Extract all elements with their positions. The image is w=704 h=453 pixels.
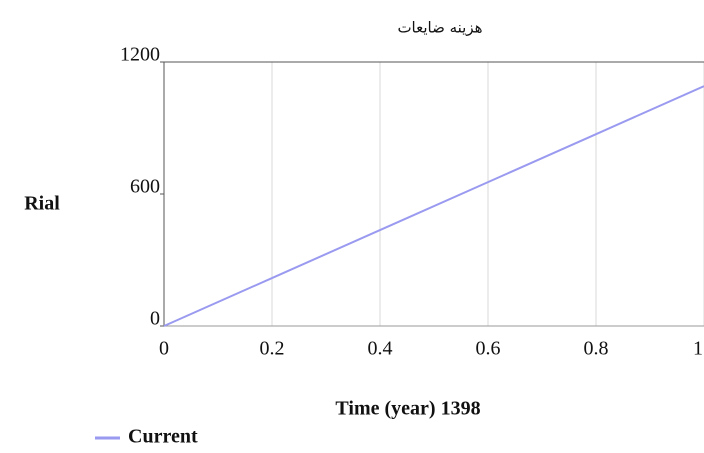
x-tick-label: 0.4	[368, 338, 393, 360]
x-tick-label: 0	[159, 338, 169, 360]
x-axis-label: Time (year) 1398	[335, 398, 480, 420]
y-tick-label: 0	[150, 308, 160, 330]
x-tick-label: 0.2	[260, 338, 285, 360]
x-tick-label: 0.8	[584, 338, 609, 360]
x-tick-label: 0.6	[476, 338, 501, 360]
x-tick-label: 1	[693, 338, 703, 360]
chart-title: هزینه ضایعات	[397, 19, 482, 37]
y-tick-label: 1200	[120, 44, 160, 66]
legend-label: Current	[128, 426, 198, 448]
data-line	[163, 85, 704, 327]
y-axis-label: Rial	[24, 193, 60, 215]
y-tick-label: 600	[130, 176, 160, 198]
plot-frame	[163, 61, 704, 326]
